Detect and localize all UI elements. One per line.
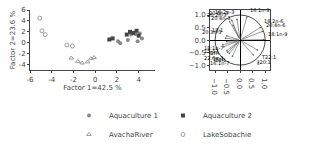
svg-text:6: 6 [21,6,26,14]
svg-text:0: 0 [93,76,97,84]
svg-text:18:1n-9: 18:1n-9 [268,31,287,37]
svg-text:∦20:1: ∦20:1 [257,59,271,66]
svg-text:-6: -6 [27,76,35,84]
svg-text:16:1: 16:1 [213,56,224,62]
svg-text:-4: -4 [48,76,56,84]
svg-text:20:2n-3: 20:2n-3 [207,12,226,18]
svg-text:Aquaculture 1: Aquaculture 1 [109,112,158,120]
svg-text:18:2n-6: 18:2n-6 [264,18,283,24]
svg-text:15-17: 15-17 [204,48,219,54]
svg-text:−1.0: −1.0 [210,78,218,95]
svg-text:16:1n-7: 16:1n-7 [210,60,229,66]
svg-text:LakeSobachie: LakeSobachie [203,131,251,139]
svg-text:20:3n-3: 20:3n-3 [202,29,221,35]
svg-text:-2: -2 [19,50,26,58]
svg-text:0.0: 0.0 [195,37,206,45]
svg-text:0.0: 0.0 [235,78,243,89]
svg-text:Factor 2=23.6 %: Factor 2=23.6 % [9,10,17,69]
svg-text:AvachaRiver: AvachaRiver [109,131,153,139]
svg-text:-2: -2 [70,76,77,84]
svg-text:2: 2 [21,28,25,36]
svg-text:20:4n-6: 20:4n-6 [266,22,285,28]
svg-text:1.0: 1.0 [260,78,268,89]
svg-text:18:1n-7: 18:1n-7 [204,45,223,51]
svg-text:18:1: 18:1 [212,27,223,33]
svg-text:1.0: 1.0 [195,11,206,19]
svg-text:−1.0: −1.0 [189,62,206,70]
svg-text:22:6n-3: 22:6n-3 [204,55,223,61]
svg-text:20:5n-3: 20:5n-3 [209,10,228,16]
svg-text:18:2n-3: 18:2n-3 [215,9,234,15]
svg-text:−0.5: −0.5 [189,49,206,57]
svg-text:0.5: 0.5 [195,24,206,32]
svg-text:0.5: 0.5 [247,78,255,89]
svg-text:Factor 1=42.5 %: Factor 1=42.5 % [63,84,122,92]
svg-text:4: 4 [21,17,26,25]
svg-text:Aquaculture 2: Aquaculture 2 [203,112,252,120]
svg-text:14:1: 14:1 [215,57,226,63]
svg-text:2: 2 [115,76,119,84]
svg-text:BFA: BFA [210,50,220,56]
svg-text:4: 4 [136,76,141,84]
svg-text:0: 0 [21,39,25,47]
svg-text:16:1n-9: 16:1n-9 [250,7,269,13]
svg-text:−0.5: −0.5 [222,78,230,95]
svg-text:T22:1: T22:1 [261,54,276,60]
svg-text:-4: -4 [19,61,27,69]
svg-text:20:4n-3: 20:4n-3 [211,15,230,21]
